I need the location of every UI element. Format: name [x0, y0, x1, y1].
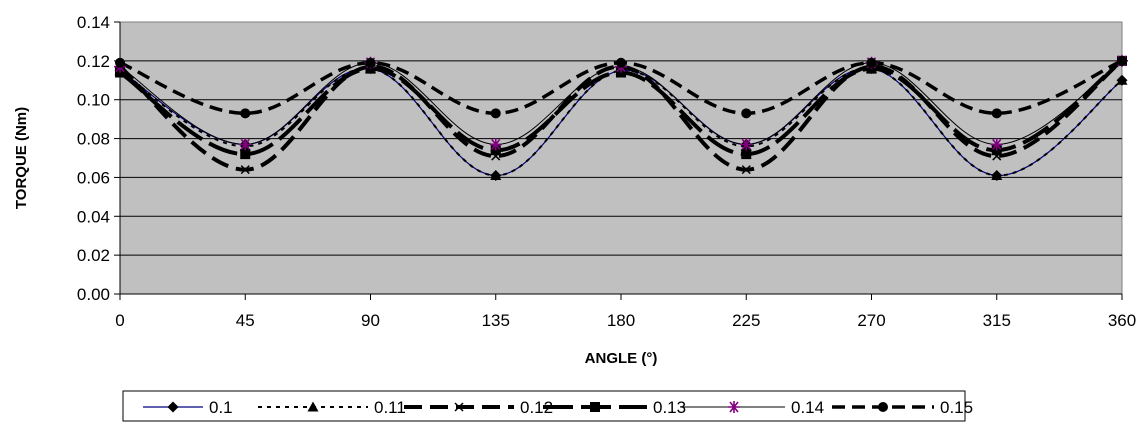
series-line-0-12	[118, 59, 1124, 172]
marker-0-13	[741, 149, 752, 160]
y-tick-label: 0.12	[77, 52, 110, 71]
series-line-0-11	[119, 67, 1123, 177]
x-tick-label: 45	[236, 311, 255, 330]
legend-label-0-12: 0.12	[520, 398, 553, 417]
legend-marker-0-15	[878, 402, 888, 412]
y-axis-title: TORQUE (Nm)	[13, 107, 30, 209]
legend-marker-0-14	[728, 401, 740, 413]
y-tick-label: 0.08	[77, 130, 110, 149]
marker-0-15	[1117, 55, 1127, 66]
marker-0-14	[239, 138, 252, 151]
y-tick-label: 0.02	[77, 246, 110, 265]
legend-marker-0-12	[454, 402, 464, 412]
legend-label-0-15: 0.15	[940, 398, 973, 417]
marker-0-11	[490, 169, 502, 180]
legend-label-0-14: 0.14	[791, 398, 824, 417]
marker-0-15	[115, 57, 125, 68]
legend-label-0-1: 0.1	[209, 398, 233, 417]
x-tick-label: 315	[983, 311, 1011, 330]
y-tick-label: 0.00	[77, 285, 110, 304]
legend-marker-0-13	[590, 402, 600, 412]
x-tick-label: 90	[361, 311, 380, 330]
x-tick-label: 225	[732, 311, 760, 330]
markers-group	[114, 54, 1128, 181]
marker-0-11	[991, 169, 1003, 180]
marker-0-13	[240, 149, 251, 160]
axes	[114, 21, 1123, 300]
legend-label-0-11: 0.11	[374, 398, 406, 417]
marker-0-14	[990, 138, 1003, 151]
tick-labels: 0.00 0.02 0.04 0.06 0.08 0.10 0.12 0.14 0 45 90 135…	[77, 13, 1136, 330]
marker-0-12	[741, 165, 751, 175]
legend-marker-0-1	[167, 401, 179, 413]
marker-0-15	[365, 57, 376, 68]
marker-0-15	[616, 57, 626, 68]
marker-0-14	[489, 138, 502, 151]
marker-0-15	[991, 108, 1002, 119]
marker-0-15	[490, 108, 501, 119]
x-axis-title: ANGLE (°)	[585, 350, 658, 367]
x-tick-label: 270	[857, 311, 885, 330]
marker-0-11	[1116, 74, 1128, 85]
legend-label-0-13: 0.13	[653, 398, 686, 417]
x-tick-label: 180	[607, 311, 635, 330]
y-tick-label: 0.04	[77, 207, 110, 226]
legend-marker-0-11	[307, 401, 319, 412]
legend: 0.1 0.11 0.12 0.13 0.14 0.15	[122, 390, 973, 422]
marker-0-15	[866, 57, 877, 68]
marker-0-15	[741, 108, 752, 119]
x-tick-label: 360	[1108, 311, 1136, 330]
y-tick-label: 0.06	[77, 168, 110, 187]
x-tick-label: 0	[115, 311, 124, 330]
y-tick-label: 0.10	[77, 91, 110, 110]
marker-0-14	[740, 138, 753, 151]
marker-0-12	[240, 165, 250, 175]
marker-0-15	[240, 108, 251, 119]
y-tick-label: 0.14	[77, 13, 110, 32]
x-tick-label: 135	[482, 311, 510, 330]
